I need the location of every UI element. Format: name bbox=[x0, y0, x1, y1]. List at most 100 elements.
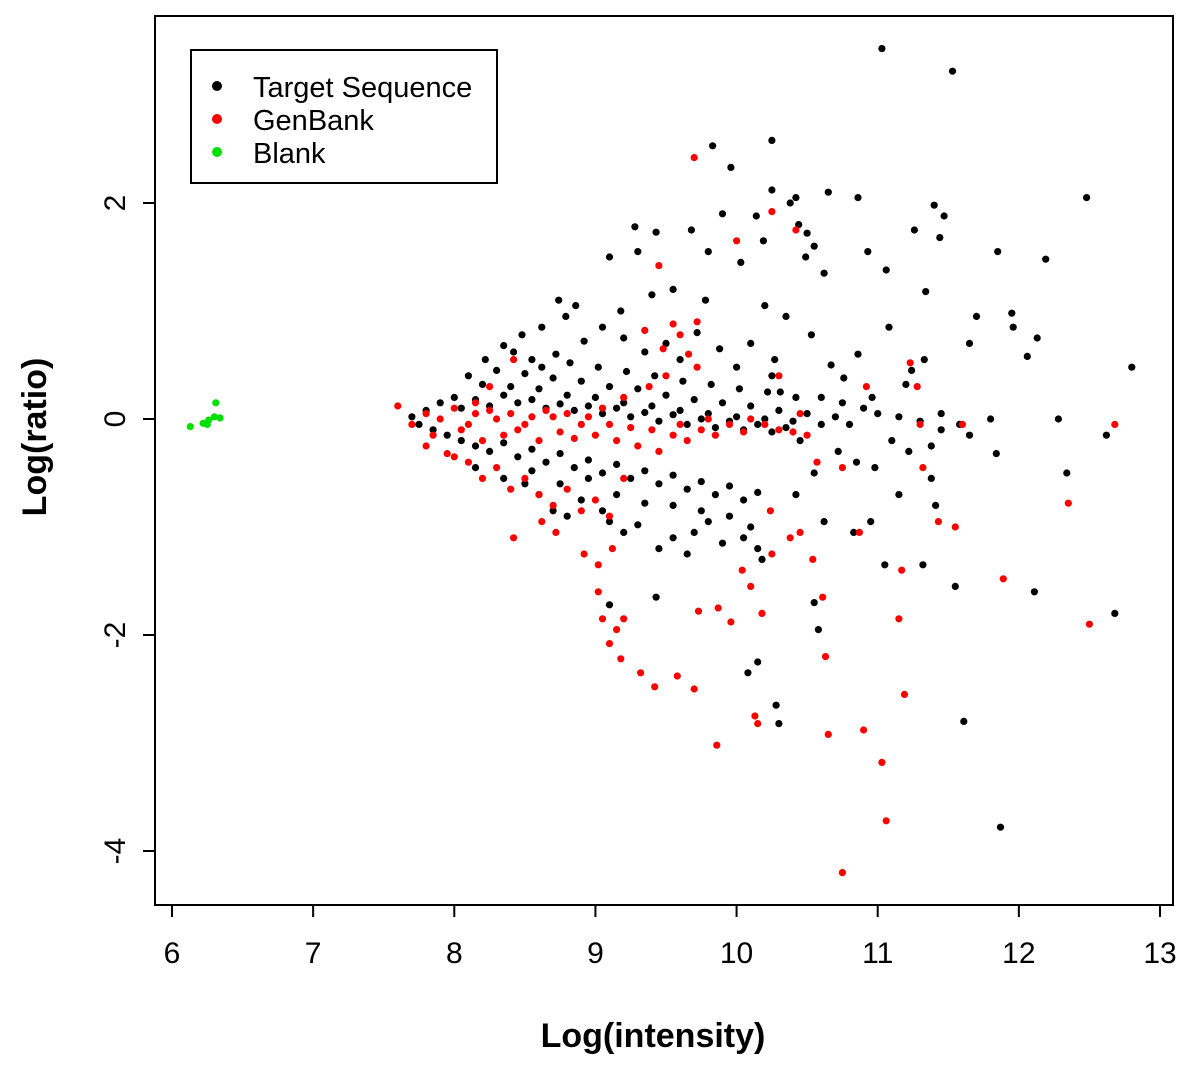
point-target-sequence-91 bbox=[535, 385, 543, 393]
series-target-sequence bbox=[408, 45, 1136, 831]
point-target-sequence-169 bbox=[549, 507, 557, 515]
point-target-sequence-96 bbox=[605, 383, 614, 391]
point-genbank-75 bbox=[552, 528, 560, 537]
point-target-sequence-33 bbox=[820, 269, 828, 277]
point-target-sequence-30 bbox=[704, 248, 712, 256]
point-target-sequence-131 bbox=[641, 408, 649, 417]
point-genbank-22 bbox=[422, 410, 430, 418]
point-target-sequence-178 bbox=[683, 550, 691, 558]
point-target-sequence-132 bbox=[655, 417, 663, 425]
point-genbank-130 bbox=[509, 356, 518, 364]
point-genbank-125 bbox=[838, 464, 847, 472]
point-genbank-97 bbox=[754, 720, 762, 728]
point-genbank-116 bbox=[919, 464, 927, 472]
point-genbank-107 bbox=[860, 726, 868, 734]
point-target-sequence-191 bbox=[754, 658, 762, 666]
point-target-sequence-129 bbox=[613, 404, 621, 412]
point-target-sequence-10 bbox=[930, 201, 938, 209]
point-genbank-128 bbox=[693, 318, 701, 326]
point-target-sequence-208 bbox=[834, 447, 842, 455]
point-target-sequence-61 bbox=[648, 291, 656, 299]
point-genbank-46 bbox=[669, 431, 677, 439]
point-target-sequence-141 bbox=[782, 424, 790, 432]
point-target-sequence-195 bbox=[850, 528, 858, 537]
point-genbank-82 bbox=[605, 640, 614, 648]
point-target-sequence-185 bbox=[747, 523, 755, 531]
point-target-sequence-12 bbox=[1083, 194, 1091, 202]
point-genbank-127 bbox=[862, 383, 871, 391]
x-tick-label-11: 11 bbox=[862, 937, 893, 970]
point-genbank-104 bbox=[821, 653, 830, 661]
point-target-sequence-162 bbox=[697, 478, 705, 486]
point-target-sequence-15 bbox=[795, 221, 803, 229]
x-tick-label-10: 10 bbox=[720, 937, 753, 970]
point-target-sequence-127 bbox=[584, 402, 593, 410]
point-genbank-94 bbox=[747, 582, 755, 591]
point-genbank-91 bbox=[714, 604, 722, 612]
point-target-sequence-236 bbox=[500, 474, 508, 482]
point-target-sequence-164 bbox=[725, 482, 734, 490]
point-target-sequence-13 bbox=[718, 210, 727, 218]
point-genbank-133 bbox=[443, 450, 451, 458]
point-target-sequence-143 bbox=[429, 426, 437, 434]
x-tick-label-12: 12 bbox=[1002, 937, 1035, 970]
legend-box bbox=[190, 49, 498, 184]
point-target-sequence-214 bbox=[874, 410, 882, 418]
point-target-sequence-107 bbox=[761, 415, 769, 423]
point-target-sequence-43 bbox=[902, 380, 910, 388]
point-genbank-0 bbox=[690, 154, 698, 162]
point-target-sequence-42 bbox=[1054, 415, 1062, 423]
point-genbank-39 bbox=[591, 431, 600, 439]
point-target-sequence-171 bbox=[577, 496, 585, 504]
point-target-sequence-152 bbox=[556, 450, 564, 458]
point-target-sequence-29 bbox=[687, 226, 696, 234]
point-target-sequence-193 bbox=[775, 720, 783, 728]
point-target-sequence-146 bbox=[471, 442, 480, 450]
point-target-sequence-92 bbox=[549, 374, 557, 382]
point-target-sequence-76 bbox=[598, 323, 607, 331]
point-target-sequence-118 bbox=[457, 404, 465, 412]
point-genbank-25 bbox=[457, 426, 465, 434]
point-genbank-63 bbox=[493, 464, 501, 472]
point-target-sequence-102 bbox=[690, 396, 698, 404]
point-target-sequence-203 bbox=[1030, 588, 1038, 596]
x-tick-label-7: 7 bbox=[305, 937, 322, 970]
point-target-sequence-210 bbox=[792, 491, 800, 499]
point-genbank-43 bbox=[634, 442, 642, 450]
point-target-sequence-14 bbox=[752, 212, 760, 220]
point-genbank-111 bbox=[900, 690, 909, 699]
point-target-sequence-25 bbox=[631, 223, 639, 231]
point-target-sequence-170 bbox=[563, 512, 571, 520]
point-target-sequence-229 bbox=[651, 372, 659, 380]
point-genbank-36 bbox=[563, 410, 571, 418]
point-genbank-73 bbox=[509, 534, 518, 542]
point-target-sequence-66 bbox=[807, 331, 816, 339]
point-genbank-132 bbox=[471, 399, 480, 407]
point-genbank-29 bbox=[500, 431, 508, 439]
point-target-sequence-46 bbox=[1063, 469, 1071, 477]
point-genbank-65 bbox=[521, 474, 529, 482]
point-genbank-31 bbox=[514, 426, 522, 434]
point-target-sequence-31 bbox=[737, 258, 745, 266]
point-target-sequence-158 bbox=[641, 467, 649, 475]
point-target-sequence-8 bbox=[786, 199, 794, 207]
point-target-sequence-190 bbox=[744, 669, 752, 677]
point-genbank-74 bbox=[538, 518, 546, 526]
point-target-sequence-156 bbox=[613, 460, 621, 468]
point-target-sequence-16 bbox=[803, 229, 811, 237]
point-genbank-54 bbox=[747, 415, 755, 423]
point-target-sequence-150 bbox=[528, 445, 536, 453]
point-target-sequence-105 bbox=[733, 413, 741, 421]
point-target-sequence-209 bbox=[810, 469, 818, 477]
point-genbank-120 bbox=[999, 575, 1007, 583]
point-genbank-50 bbox=[704, 415, 712, 423]
point-genbank-129 bbox=[685, 350, 693, 358]
point-genbank-105 bbox=[824, 730, 832, 739]
point-target-sequence-44 bbox=[920, 356, 928, 364]
point-target-sequence-230 bbox=[679, 377, 687, 385]
point-target-sequence-41 bbox=[1009, 323, 1017, 331]
x-tick-label-9: 9 bbox=[587, 937, 604, 970]
point-target-sequence-135 bbox=[697, 415, 705, 423]
point-genbank-81 bbox=[613, 626, 621, 634]
point-target-sequence-72 bbox=[500, 342, 508, 350]
